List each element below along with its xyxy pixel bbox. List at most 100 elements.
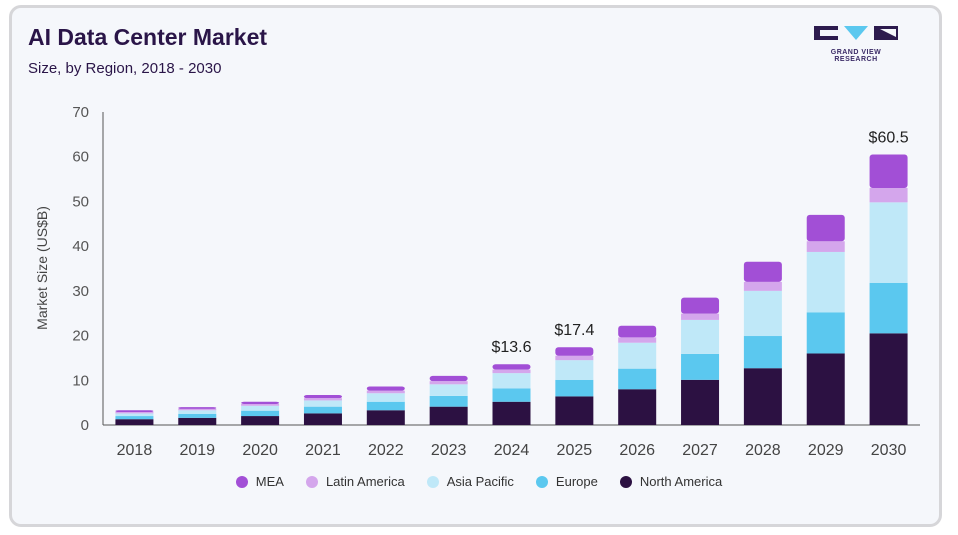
bar-segment-asia-pacific bbox=[115, 413, 154, 417]
bar-segment-asia-pacific bbox=[806, 251, 845, 313]
bar-segment-north-america bbox=[178, 417, 217, 425]
bar-segment-latin-america bbox=[303, 398, 342, 401]
legend-item-asia-pacific: Asia Pacific bbox=[426, 474, 514, 489]
x-tick-label: 2029 bbox=[808, 442, 844, 459]
bar-segment-asia-pacific bbox=[681, 319, 720, 354]
x-tick-label: 2025 bbox=[557, 442, 593, 459]
y-tick-label: 0 bbox=[81, 417, 89, 434]
bar-segment-north-america bbox=[115, 419, 154, 425]
bar-segment-mea bbox=[366, 386, 405, 391]
legend-item-mea: MEA bbox=[235, 474, 284, 489]
chart-card bbox=[9, 5, 942, 527]
data-label: $13.6 bbox=[491, 339, 531, 356]
logo-text: GRAND VIEW RESEARCH bbox=[830, 49, 882, 63]
bar-segment-europe bbox=[869, 282, 908, 334]
legend-item-north-america: North America bbox=[619, 474, 723, 489]
bar-segment-latin-america bbox=[429, 381, 468, 385]
bar-segment-north-america bbox=[429, 406, 468, 425]
bar-segment-mea bbox=[241, 401, 280, 404]
x-tick-label: 2022 bbox=[368, 442, 404, 459]
bar-segment-latin-america bbox=[869, 188, 908, 203]
bar-segment-asia-pacific bbox=[743, 290, 782, 337]
y-tick-label: 50 bbox=[72, 193, 89, 210]
bar-segment-north-america bbox=[366, 410, 405, 425]
bar-segment-mea bbox=[429, 375, 468, 382]
x-tick-label: 2027 bbox=[682, 442, 718, 459]
data-label: $60.5 bbox=[869, 129, 909, 146]
bar-segment-north-america bbox=[743, 368, 782, 425]
y-tick-label: 60 bbox=[72, 149, 89, 166]
x-tick-label: 2021 bbox=[305, 442, 341, 459]
legend-label: Latin America bbox=[325, 474, 405, 489]
bar-segment-europe bbox=[681, 353, 720, 380]
x-tick-label: 2024 bbox=[494, 442, 530, 459]
bar-segment-latin-america bbox=[115, 412, 154, 414]
logo-icon bbox=[814, 26, 898, 40]
data-labels: $13.6 $17.4 $60.5 bbox=[491, 129, 908, 356]
x-axis: 2018 2019 2020 2021 2022 2023 2024 2025 2026 2027… bbox=[103, 424, 920, 459]
x-tick-label: 2018 bbox=[117, 442, 153, 459]
bar-segment-north-america bbox=[618, 389, 657, 425]
legend-swatch bbox=[535, 475, 548, 488]
bar-segment-europe bbox=[429, 395, 468, 407]
bar-segment-asia-pacific bbox=[366, 393, 405, 402]
bar-segment-europe bbox=[178, 413, 217, 418]
legend-swatch bbox=[426, 475, 439, 488]
x-tick-label: 2028 bbox=[745, 442, 781, 459]
bar-segment-latin-america bbox=[492, 369, 531, 374]
legend-label: MEA bbox=[255, 474, 284, 489]
bar-segment-north-america bbox=[492, 401, 531, 425]
legend-label: Europe bbox=[555, 474, 598, 489]
x-tick-label: 2019 bbox=[179, 442, 215, 459]
bar-segment-north-america bbox=[869, 333, 908, 425]
bar-segment-mea bbox=[618, 325, 657, 338]
x-tick-label: 2026 bbox=[619, 442, 655, 459]
legend-swatch bbox=[619, 475, 632, 488]
bar-segment-asia-pacific bbox=[303, 400, 342, 407]
bar-segment-latin-america bbox=[178, 408, 217, 411]
legend-label: North America bbox=[639, 474, 723, 489]
bar-segment-mea bbox=[492, 364, 531, 370]
data-label: $17.4 bbox=[554, 322, 594, 339]
bar-segment-latin-america bbox=[681, 313, 720, 320]
bar-segment-europe bbox=[618, 368, 657, 390]
bar-segment-europe bbox=[303, 406, 342, 414]
bar-segment-europe bbox=[115, 416, 154, 420]
bars-group bbox=[115, 154, 908, 425]
bar-segment-europe bbox=[806, 312, 845, 354]
legend-label: Asia Pacific bbox=[446, 474, 514, 489]
x-tick-label: 2020 bbox=[242, 442, 278, 459]
bar-segment-latin-america bbox=[555, 355, 594, 361]
chart-subtitle: Size, by Region, 2018 - 2030 bbox=[28, 60, 222, 77]
bar-segment-asia-pacific bbox=[869, 202, 908, 283]
bar-segment-mea bbox=[681, 297, 720, 314]
legend-item-europe: Europe bbox=[535, 474, 598, 489]
bar-segment-asia-pacific bbox=[492, 373, 531, 389]
bar-segment-latin-america bbox=[241, 403, 280, 406]
y-tick-label: 10 bbox=[72, 372, 89, 389]
bar-segment-mea bbox=[178, 407, 217, 409]
y-tick-label: 40 bbox=[72, 238, 89, 255]
chart-title: AI Data Center Market bbox=[28, 24, 268, 50]
bar-segment-north-america bbox=[681, 379, 720, 425]
y-tick-label: 30 bbox=[72, 283, 89, 300]
bar-segment-north-america bbox=[555, 396, 594, 425]
bar-segment-asia-pacific bbox=[429, 384, 468, 396]
bar-segment-latin-america bbox=[743, 281, 782, 291]
bar-segment-latin-america bbox=[366, 390, 405, 394]
bar-segment-mea bbox=[869, 154, 908, 189]
grand-view-research-logo: GRAND VIEW RESEARCH bbox=[808, 20, 904, 63]
bar-segment-latin-america bbox=[806, 241, 845, 252]
legend-swatch bbox=[235, 475, 248, 488]
bar-segment-north-america bbox=[303, 413, 342, 425]
bar-segment-mea bbox=[806, 214, 845, 242]
bar-segment-mea bbox=[303, 395, 342, 399]
bar-segment-mea bbox=[555, 347, 594, 356]
bar-segment-europe bbox=[366, 401, 405, 411]
legend: MEA Latin America Asia Pacific Europe North … bbox=[0, 474, 958, 489]
bar-segment-asia-pacific bbox=[555, 360, 594, 380]
bar-segment-europe bbox=[555, 379, 594, 397]
y-tick-label: 20 bbox=[72, 328, 89, 345]
y-axis: 0 10 20 30 40 50 60 70 bbox=[72, 104, 104, 434]
